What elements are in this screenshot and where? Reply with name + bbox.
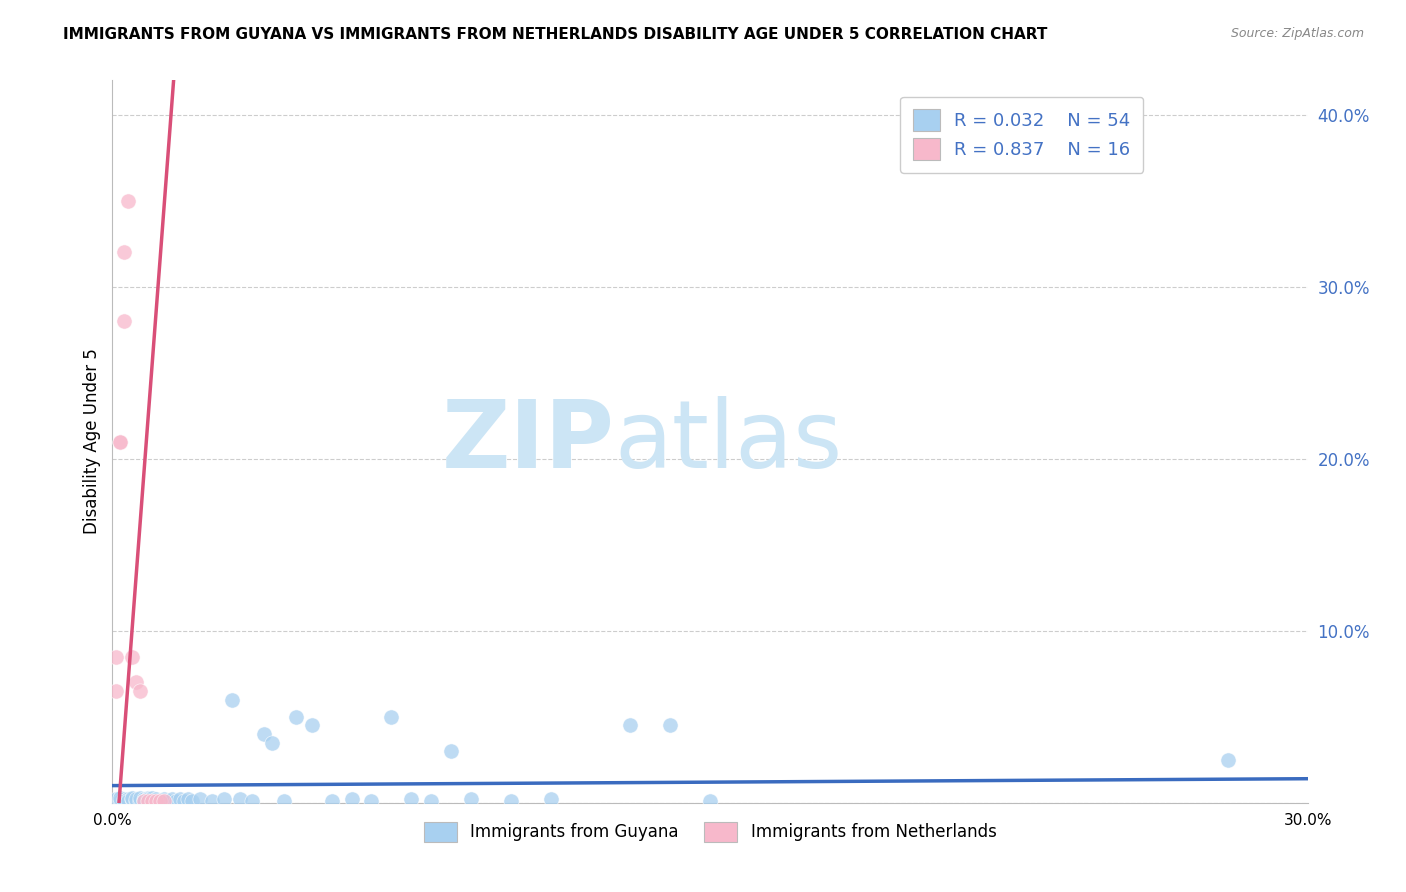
Point xyxy=(149,794,172,808)
Point xyxy=(138,792,160,806)
Point xyxy=(129,790,152,805)
Point xyxy=(121,792,143,806)
Point xyxy=(165,794,187,808)
Point xyxy=(134,794,156,808)
Point xyxy=(619,718,641,732)
Y-axis label: Disability Age Under 5: Disability Age Under 5 xyxy=(83,349,101,534)
Point xyxy=(153,792,176,806)
Point xyxy=(340,792,363,806)
Point xyxy=(440,744,463,758)
Point xyxy=(540,792,562,806)
Point xyxy=(105,792,128,806)
Point xyxy=(240,794,263,808)
Point xyxy=(301,718,323,732)
Text: IMMIGRANTS FROM GUYANA VS IMMIGRANTS FROM NETHERLANDS DISABILITY AGE UNDER 5 COR: IMMIGRANTS FROM GUYANA VS IMMIGRANTS FRO… xyxy=(63,27,1047,42)
Point xyxy=(145,792,167,806)
Point xyxy=(162,792,183,806)
Point xyxy=(260,735,283,749)
Point xyxy=(321,794,343,808)
Point xyxy=(125,794,148,808)
Point xyxy=(129,684,152,698)
Legend: Immigrants from Guyana, Immigrants from Netherlands: Immigrants from Guyana, Immigrants from … xyxy=(418,815,1002,848)
Point xyxy=(117,792,139,806)
Point xyxy=(173,794,195,808)
Point xyxy=(114,245,135,260)
Text: atlas: atlas xyxy=(614,395,842,488)
Point xyxy=(149,794,172,808)
Point xyxy=(221,692,243,706)
Point xyxy=(699,794,721,808)
Point xyxy=(105,684,128,698)
Text: ZIP: ZIP xyxy=(441,395,614,488)
Point xyxy=(420,794,443,808)
Point xyxy=(110,794,132,808)
Point xyxy=(110,434,132,449)
Point xyxy=(145,794,167,808)
Point xyxy=(138,794,160,808)
Point xyxy=(125,675,148,690)
Point xyxy=(117,794,139,808)
Point xyxy=(1216,753,1239,767)
Point xyxy=(401,792,423,806)
Point xyxy=(110,434,132,449)
Point xyxy=(141,790,163,805)
Point xyxy=(153,794,176,808)
Point xyxy=(114,314,135,328)
Point xyxy=(253,727,276,741)
Point xyxy=(138,790,160,805)
Point xyxy=(188,792,211,806)
Point xyxy=(129,794,152,808)
Point xyxy=(273,794,295,808)
Point xyxy=(125,792,148,806)
Point xyxy=(460,792,482,806)
Point xyxy=(360,794,382,808)
Point xyxy=(212,792,235,806)
Text: Source: ZipAtlas.com: Source: ZipAtlas.com xyxy=(1230,27,1364,40)
Point xyxy=(121,790,143,805)
Point xyxy=(201,794,224,808)
Point xyxy=(134,794,156,808)
Point xyxy=(114,794,135,808)
Point xyxy=(117,194,139,208)
Point xyxy=(181,794,204,808)
Point xyxy=(380,710,402,724)
Point xyxy=(141,794,163,808)
Point xyxy=(659,718,682,732)
Point xyxy=(177,792,200,806)
Point xyxy=(229,792,252,806)
Point xyxy=(134,792,156,806)
Point xyxy=(105,649,128,664)
Point xyxy=(157,794,180,808)
Point xyxy=(110,790,132,805)
Point xyxy=(499,794,522,808)
Point xyxy=(121,649,143,664)
Point xyxy=(284,710,307,724)
Point xyxy=(141,794,163,808)
Point xyxy=(114,792,135,806)
Point xyxy=(169,792,191,806)
